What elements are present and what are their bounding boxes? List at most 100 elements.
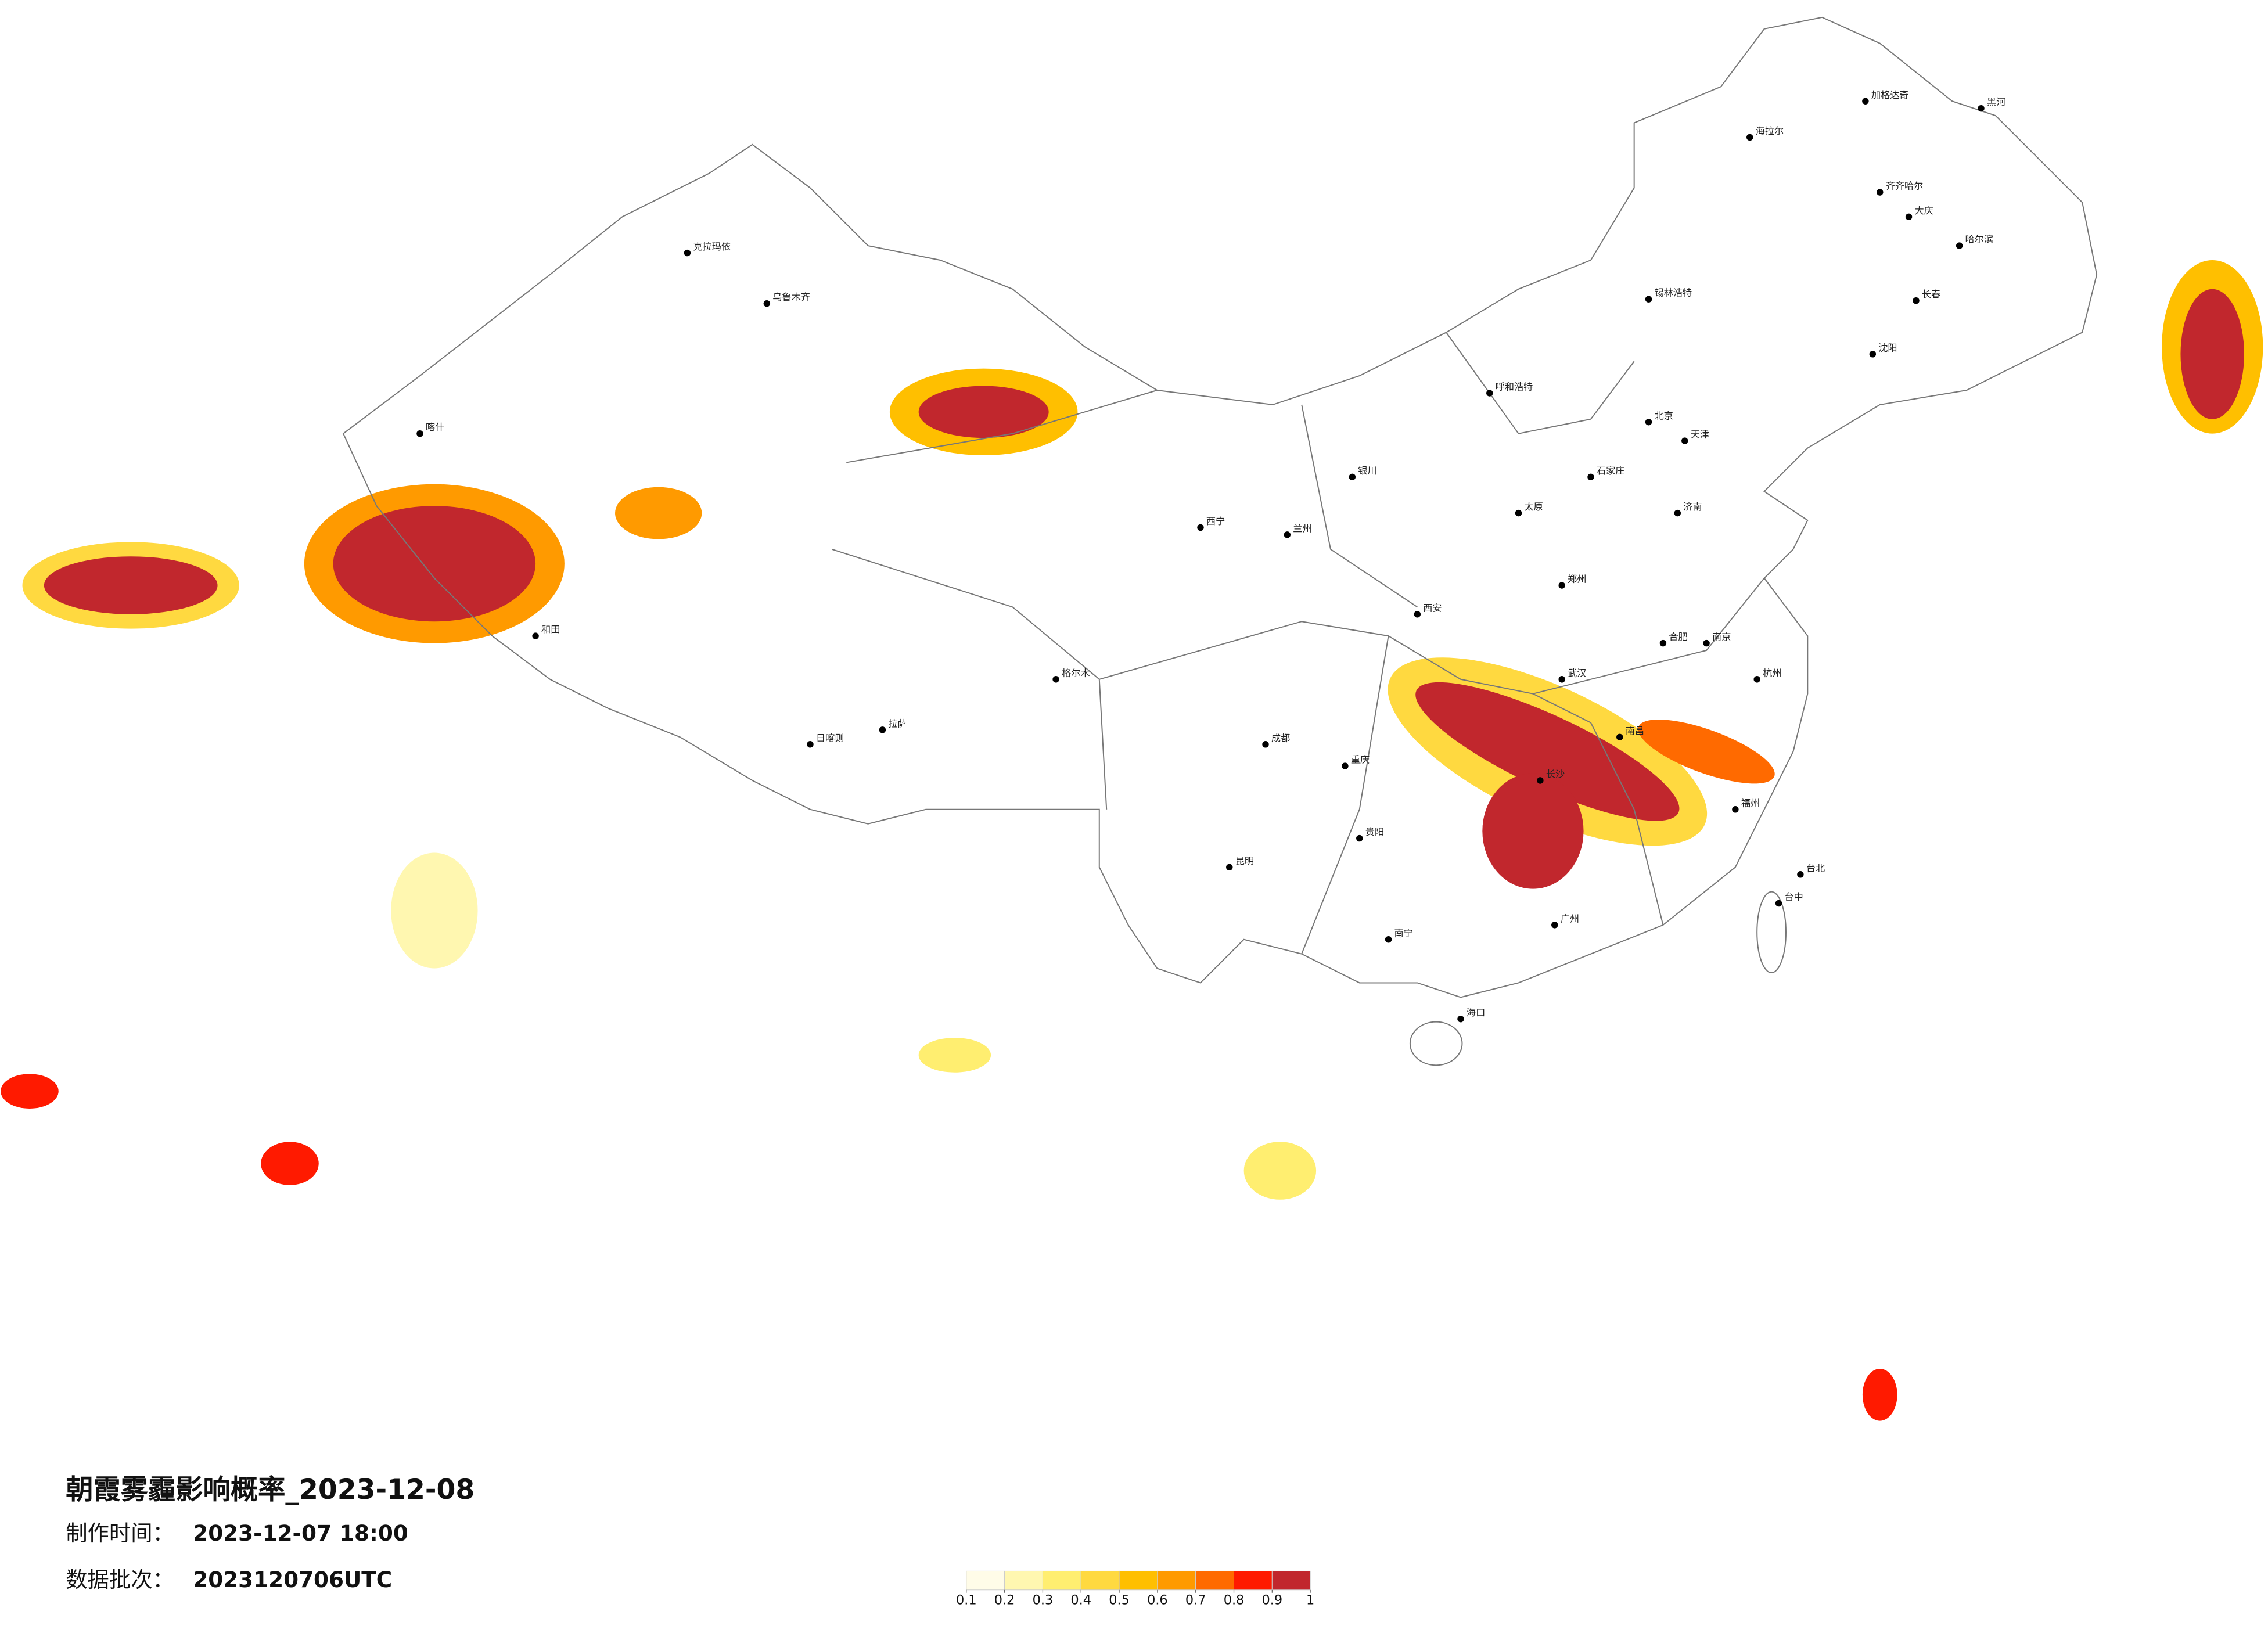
- city-label: 台北: [1806, 862, 1825, 873]
- colorbar-tick-label: 0.4: [1070, 1593, 1091, 1608]
- city-dot: [1515, 509, 1522, 517]
- production-time-label: 制作时间：: [66, 1520, 174, 1546]
- city-label: 日喀则: [816, 732, 844, 743]
- boundaries: [342, 16, 2098, 1066]
- colorbar-tick-label: 0.7: [1185, 1593, 1206, 1608]
- heat-blob: [1243, 1142, 1317, 1200]
- city-dot: [879, 726, 886, 733]
- data-batch-value: 2023120706UTC: [193, 1567, 392, 1592]
- city-dot: [1956, 242, 1963, 249]
- city-dot: [1753, 676, 1760, 683]
- colorbar-box: [1119, 1570, 1158, 1591]
- colorbar-box: [1080, 1570, 1120, 1591]
- city-dot: [1645, 419, 1652, 426]
- city-label: 天津: [1691, 429, 1709, 440]
- city-label: 哈尔滨: [1965, 234, 1993, 245]
- city-dot: [416, 430, 423, 437]
- city-dot: [1284, 531, 1291, 538]
- colorbar-tick-label: 0.2: [994, 1593, 1015, 1608]
- city-dot: [1616, 733, 1623, 741]
- city-label: 格尔木: [1062, 667, 1090, 678]
- city-dot: [807, 741, 814, 748]
- city-label: 南昌: [1626, 725, 1644, 736]
- city-label: 西安: [1423, 602, 1442, 613]
- colorbar-tick-label: 0.6: [1147, 1593, 1168, 1608]
- city-label: 合肥: [1669, 631, 1687, 642]
- city-label: 沈阳: [1878, 342, 1897, 353]
- colorbar-tick-label: 0.9: [1262, 1593, 1283, 1608]
- city-dot: [1587, 473, 1594, 481]
- city-dot: [1052, 676, 1059, 683]
- city-dot: [1537, 777, 1544, 784]
- heat-blob: [1862, 1368, 1897, 1421]
- city-label: 齐齐哈尔: [1886, 181, 1924, 192]
- heat-blob: [614, 487, 702, 539]
- city-dot: [684, 249, 691, 257]
- city-dot: [1877, 189, 1884, 196]
- city-label: 长春: [1922, 289, 1940, 300]
- colorbar-box: [966, 1570, 1005, 1591]
- heat-blob: [1638, 720, 1775, 784]
- city-label: 海口: [1467, 1007, 1485, 1018]
- city-dot: [532, 632, 539, 639]
- city-dot: [1342, 762, 1349, 769]
- city-dot: [1674, 509, 1681, 517]
- colorbar-box: [1234, 1570, 1273, 1591]
- colorbar-box: [1271, 1570, 1311, 1591]
- heat-layer: [1, 260, 2263, 1421]
- province-lines: [832, 332, 1765, 955]
- city-label: 济南: [1683, 501, 1702, 512]
- city-dot: [1746, 134, 1753, 141]
- city-dot: [1385, 936, 1392, 943]
- colorbar-box: [1157, 1570, 1196, 1591]
- city-dot: [1558, 582, 1565, 589]
- city-dot: [1197, 524, 1204, 531]
- city-dot: [763, 300, 771, 307]
- city-label: 银川: [1358, 465, 1376, 476]
- city-label: 广州: [1561, 913, 1579, 924]
- city-dot: [1913, 297, 1920, 304]
- heat-blob: [918, 1038, 991, 1073]
- city-label: 克拉玛依: [693, 241, 731, 252]
- colorbar-box: [1195, 1570, 1235, 1591]
- heat-blob: [391, 852, 478, 969]
- city-dot: [1681, 437, 1688, 444]
- taiwan-outline: [1756, 891, 1787, 974]
- city-label: 太原: [1525, 501, 1543, 512]
- city-label: 南宁: [1394, 927, 1413, 938]
- city-label: 杭州: [1763, 667, 1781, 678]
- city-dot: [1978, 105, 1985, 112]
- city-label: 武汉: [1568, 667, 1586, 678]
- city-label: 重庆: [1351, 754, 1370, 765]
- production-time-value: 2023-12-07 18:00: [193, 1520, 408, 1546]
- city-label: 福州: [1741, 797, 1760, 808]
- country-outline: [342, 16, 2098, 998]
- city-label: 和田: [541, 624, 560, 635]
- heat-blob: [1482, 773, 1584, 889]
- city-dot: [1703, 639, 1710, 647]
- heat-blob: [2180, 289, 2244, 419]
- city-dot: [1558, 676, 1565, 683]
- city-label: 昆明: [1235, 855, 1254, 866]
- city-label: 台中: [1785, 891, 1803, 902]
- city-dot: [1457, 1015, 1464, 1023]
- colorbar-tick-label: 0.1: [956, 1593, 977, 1608]
- heat-blob: [1, 1074, 59, 1109]
- city-dot: [1862, 98, 1869, 105]
- city-label: 兰州: [1293, 523, 1311, 534]
- city-dot: [1349, 473, 1356, 481]
- city-dot: [1226, 864, 1233, 871]
- city-dot: [1356, 834, 1363, 842]
- city-dot: [1775, 900, 1782, 907]
- city-label: 郑州: [1568, 574, 1586, 585]
- colorbar: 0.1 0.2 0.3 0.4 0.5 0.6 0.7 0.8 0.9 1: [956, 1570, 1314, 1608]
- city-label: 黑河: [1987, 96, 2005, 107]
- city-dot: [1869, 351, 1877, 358]
- city-label: 海拉尔: [1756, 125, 1784, 136]
- city-dot: [1645, 296, 1652, 303]
- city-label: 成都: [1271, 732, 1290, 743]
- colorbar-box: [1042, 1570, 1081, 1591]
- heat-blob: [1415, 682, 1680, 821]
- colorbar-tick-label: 1: [1306, 1593, 1314, 1608]
